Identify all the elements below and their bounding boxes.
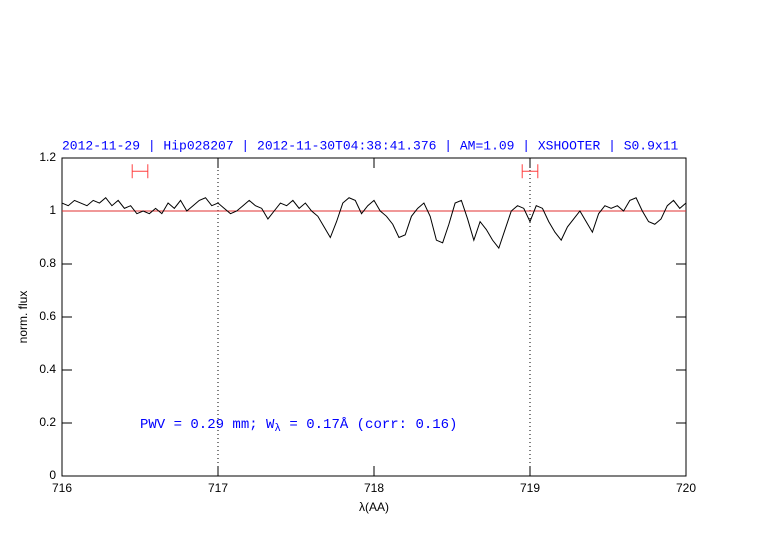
y-tick-label: 0: [49, 468, 56, 482]
x-axis-label: λ(AA): [359, 500, 389, 514]
y-tick-label: 1: [49, 203, 56, 217]
y-tick-label: 1.2: [39, 150, 56, 164]
annotation-text: = 0.17Å (corr: 0.16): [281, 416, 457, 433]
y-tick-label: 0.8: [39, 256, 56, 270]
y-tick-label: 0.4: [39, 362, 56, 376]
x-tick-label: 718: [364, 481, 384, 495]
spectrum-line: [61, 197, 687, 250]
y-tick-label: 0.2: [39, 415, 56, 429]
x-tick-label: 720: [676, 481, 696, 495]
annotation-text: PWV = 0.29 mm; W: [140, 417, 275, 433]
annotation-subscript: λ: [274, 423, 281, 435]
x-tick-label: 719: [520, 481, 540, 495]
y-tick-label: 0.6: [39, 309, 56, 323]
y-axis-label: norm. flux: [16, 291, 30, 344]
annotation: PWV = 0.29 mm; Wλ = 0.17Å (corr: 0.16): [140, 416, 457, 435]
x-tick-label: 716: [52, 481, 72, 495]
chart-title: 2012-11-29 | Hip028207 | 2012-11-30T04:3…: [62, 138, 678, 153]
x-tick-label: 717: [208, 481, 228, 495]
